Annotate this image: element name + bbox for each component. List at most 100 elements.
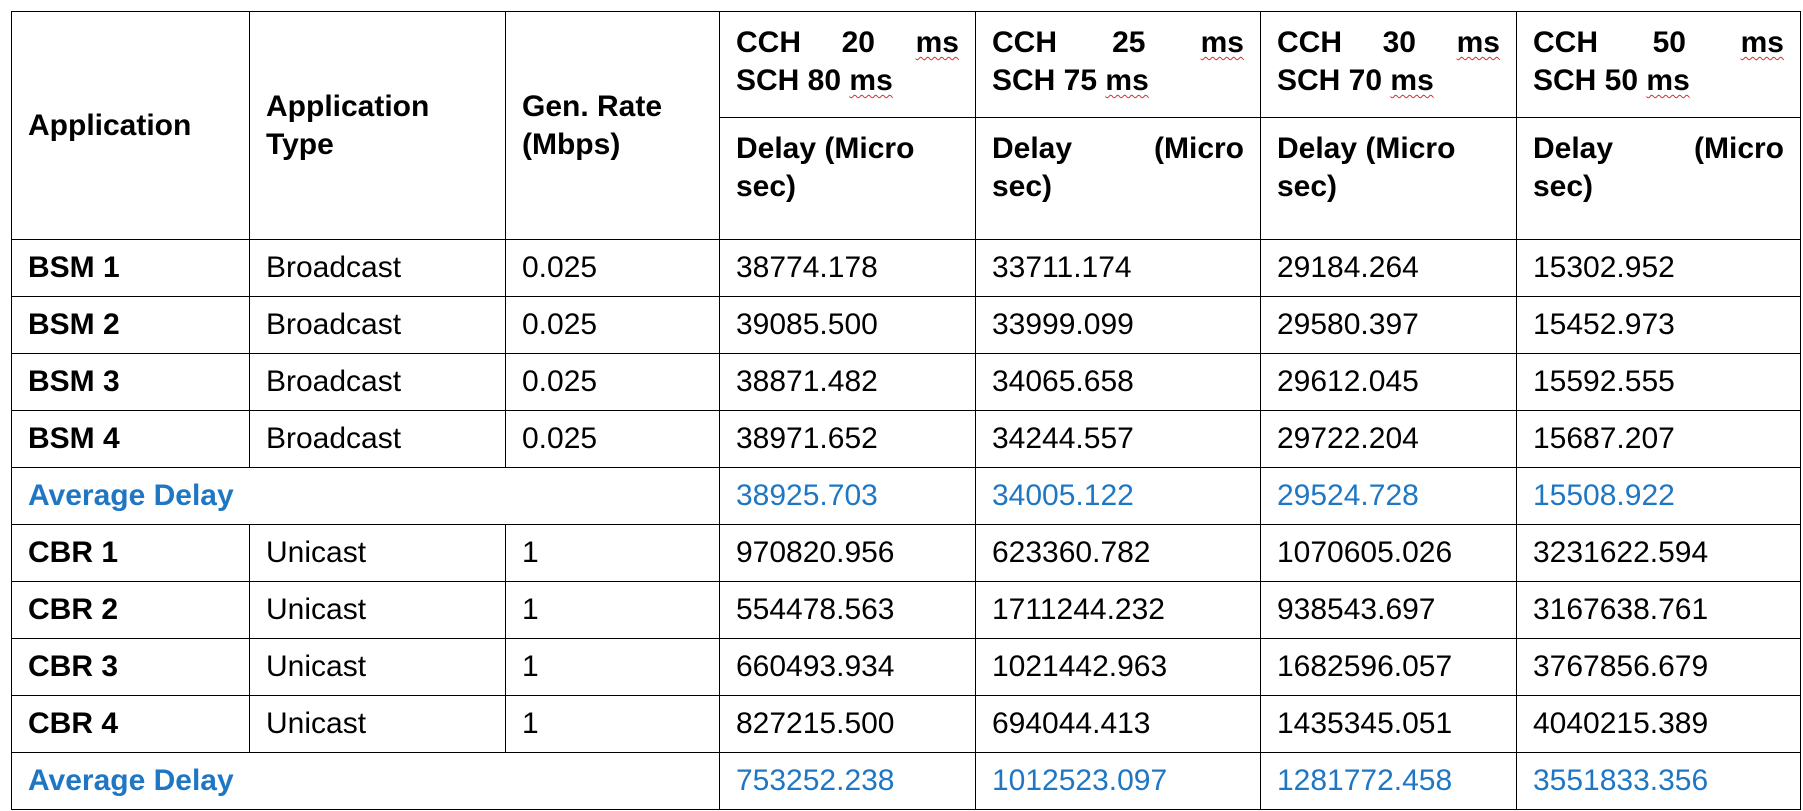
results-table-container: Application Application Type Gen. Rate (… xyxy=(11,11,1801,810)
average-delay-label: Average Delay xyxy=(11,752,720,810)
header-scenario-2: CCH 25 ms SCH 75 ms xyxy=(975,11,1261,118)
delay-4-line2: sec) xyxy=(1533,170,1594,203)
app-type: Unicast xyxy=(249,524,506,582)
scenario-1-sch-unit: ms xyxy=(849,64,893,97)
delay-value: 15302.952 xyxy=(1516,239,1801,297)
delay-4-line1: Delay (Micro xyxy=(1533,130,1784,168)
gen-rate: 1 xyxy=(505,695,720,753)
scenario-4-sch: SCH 50 xyxy=(1533,64,1647,97)
delay-value: 29580.397 xyxy=(1260,296,1517,354)
scenario-1-line2: SCH 80 ms xyxy=(736,62,959,100)
average-delay-value: 3551833.356 xyxy=(1516,752,1801,810)
scenario-2-line2: SCH 75 ms xyxy=(992,62,1244,100)
delay-4-word1: Delay xyxy=(1533,132,1614,165)
delay-value: 34244.557 xyxy=(975,410,1261,468)
delay-3-line1: Delay (Micro xyxy=(1277,132,1456,165)
delay-value: 38774.178 xyxy=(719,239,976,297)
app-type: Broadcast xyxy=(249,410,506,468)
app-type: Broadcast xyxy=(249,296,506,354)
average-delay-value: 38925.703 xyxy=(719,467,976,525)
delay-value: 1682596.057 xyxy=(1260,638,1517,696)
app-name: BSM 1 xyxy=(11,239,250,297)
scenario-1-cch-label: CCH xyxy=(736,26,801,59)
table-row-average-broadcast: Average Delay 38925.703 34005.122 29524.… xyxy=(11,467,1801,525)
app-type: Unicast xyxy=(249,638,506,696)
table-row-cbr-3: CBR 3 Unicast 1 660493.934 1021442.963 1… xyxy=(11,638,1801,696)
header-row-delay: Delay (Micro sec) Delay (Micro sec) Dela… xyxy=(12,117,1801,240)
scenario-2-cch-label: CCH xyxy=(992,26,1057,59)
header-scenario-4: CCH 50 ms SCH 50 ms xyxy=(1516,11,1801,118)
gen-rate: 0.025 xyxy=(505,353,720,411)
average-delay-value: 15508.922 xyxy=(1516,467,1801,525)
app-name: CBR 2 xyxy=(11,581,250,639)
header-delay-2: Delay (Micro sec) xyxy=(975,117,1261,240)
delay-value: 15452.973 xyxy=(1516,296,1801,354)
scenario-4-line1: CCH 50 ms xyxy=(1533,24,1784,62)
delay-value: 938543.697 xyxy=(1260,581,1517,639)
app-name: BSM 2 xyxy=(11,296,250,354)
average-delay-label: Average Delay xyxy=(11,467,720,525)
delay-1-line2: sec) xyxy=(736,170,797,203)
scenario-1-sch: SCH 80 xyxy=(736,64,850,97)
average-delay-value: 1281772.458 xyxy=(1260,752,1517,810)
delay-3-line2: sec) xyxy=(1277,170,1338,203)
scenario-2-cch-unit: ms xyxy=(1200,26,1244,59)
average-delay-value: 753252.238 xyxy=(719,752,976,810)
average-delay-value: 1012523.097 xyxy=(975,752,1261,810)
app-name: BSM 3 xyxy=(11,353,250,411)
scenario-4-sch-unit: ms xyxy=(1646,64,1690,97)
app-name: CBR 1 xyxy=(11,524,250,582)
app-name: CBR 3 xyxy=(11,638,250,696)
delay-value: 33711.174 xyxy=(975,239,1261,297)
scenario-4-cch-value: 50 xyxy=(1652,26,1686,59)
header-gen-rate: Gen. Rate (Mbps) xyxy=(505,11,720,240)
delay-value: 1021442.963 xyxy=(975,638,1261,696)
delay-value: 34065.658 xyxy=(975,353,1261,411)
delay-value: 1070605.026 xyxy=(1260,524,1517,582)
scenario-4-line2: SCH 50 ms xyxy=(1533,62,1784,100)
delay-value: 29612.045 xyxy=(1260,353,1517,411)
header-scenario-1: CCH 20 ms SCH 80 ms xyxy=(719,11,976,118)
table-row-bsm-4: BSM 4 Broadcast 0.025 38971.652 34244.55… xyxy=(11,410,1801,468)
delay-2-line2: sec) xyxy=(992,170,1053,203)
gen-rate: 1 xyxy=(505,638,720,696)
table-row-cbr-2: CBR 2 Unicast 1 554478.563 1711244.232 9… xyxy=(11,581,1801,639)
scenario-2-sch: SCH 75 xyxy=(992,64,1106,97)
header-application: Application xyxy=(11,11,250,240)
table-row-bsm-2: BSM 2 Broadcast 0.025 39085.500 33999.09… xyxy=(11,296,1801,354)
scenario-3-cch-unit: ms xyxy=(1456,26,1500,59)
scenario-3-cch-value: 30 xyxy=(1382,26,1416,59)
delay-2-line1: Delay (Micro xyxy=(992,130,1244,168)
table-row-bsm-1: BSM 1 Broadcast 0.025 38774.178 33711.17… xyxy=(11,239,1801,297)
scenario-1-line1: CCH 20 ms xyxy=(736,24,959,62)
delay-value: 15592.555 xyxy=(1516,353,1801,411)
gen-rate: 0.025 xyxy=(505,410,720,468)
scenario-3-cch-label: CCH xyxy=(1277,26,1342,59)
delay-1-line1: Delay (Micro xyxy=(736,132,915,165)
delay-2-word2: (Micro xyxy=(1154,132,1244,165)
header-delay-3: Delay (Micro sec) xyxy=(1260,117,1517,240)
scenario-3-sch-unit: ms xyxy=(1390,64,1434,97)
delay-value: 970820.956 xyxy=(719,524,976,582)
table-row-cbr-4: CBR 4 Unicast 1 827215.500 694044.413 14… xyxy=(11,695,1801,753)
header-delay-4: Delay (Micro sec) xyxy=(1516,117,1801,240)
header-scenario-3: CCH 30 ms SCH 70 ms xyxy=(1260,11,1517,118)
delay-value: 38871.482 xyxy=(719,353,976,411)
header-row-scenarios: Application Application Type Gen. Rate (… xyxy=(11,11,1801,240)
average-delay-value: 34005.122 xyxy=(975,467,1261,525)
scenario-1-cch-unit: ms xyxy=(915,26,959,59)
table-row-cbr-1: CBR 1 Unicast 1 970820.956 623360.782 10… xyxy=(11,524,1801,582)
app-name: BSM 4 xyxy=(11,410,250,468)
scenario-4-cch-label: CCH xyxy=(1533,26,1598,59)
delay-value: 554478.563 xyxy=(719,581,976,639)
app-type: Unicast xyxy=(249,581,506,639)
delay-value: 38971.652 xyxy=(719,410,976,468)
gen-rate: 1 xyxy=(505,524,720,582)
scenario-2-sch-unit: ms xyxy=(1105,64,1149,97)
scenario-3-sch: SCH 70 xyxy=(1277,64,1391,97)
table-row-bsm-3: BSM 3 Broadcast 0.025 38871.482 34065.65… xyxy=(11,353,1801,411)
delay-value: 827215.500 xyxy=(719,695,976,753)
app-name: CBR 4 xyxy=(11,695,250,753)
delay-value: 39085.500 xyxy=(719,296,976,354)
delay-value: 29184.264 xyxy=(1260,239,1517,297)
